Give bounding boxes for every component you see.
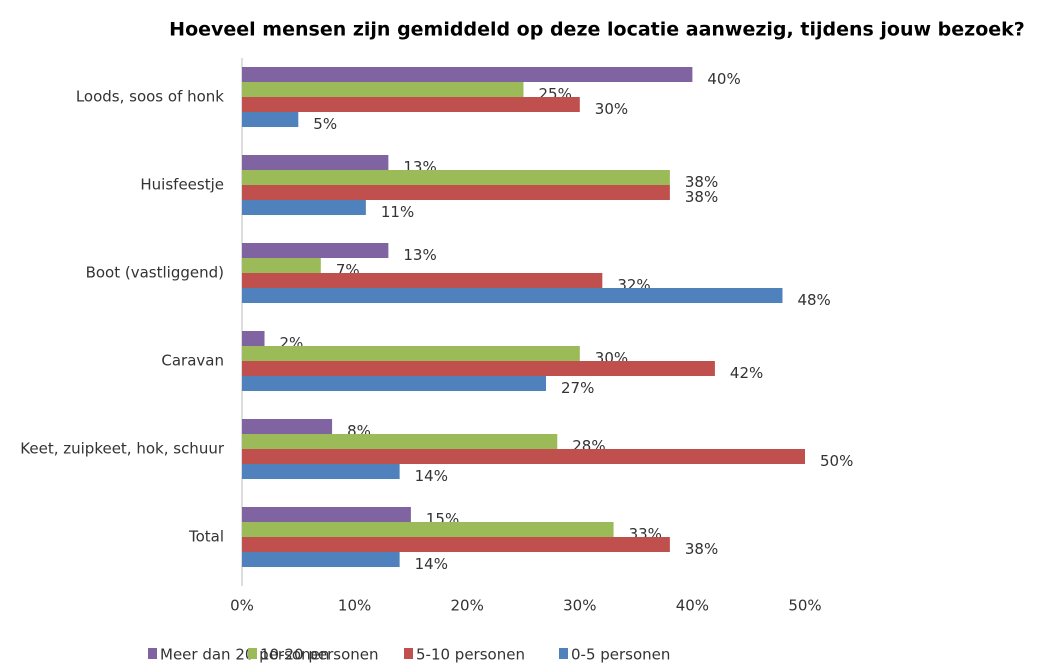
legend-label: 5-10 personen [416,646,525,664]
x-tick-label: 0% [230,597,254,615]
data-label: 38% [685,173,718,191]
data-label: 30% [595,100,628,118]
chart-title: Hoeveel mensen zijn gemiddeld op deze lo… [169,19,1025,41]
y-tick-label: Keet, zuipkeet, hok, schuur [20,440,225,458]
legend-label: 0-5 personen [571,646,670,664]
data-label: 5% [313,115,337,133]
bar [242,200,366,215]
bar [242,419,333,434]
data-label: 50% [820,452,853,470]
bar [242,434,558,449]
bar [242,361,715,376]
x-tick-label: 10% [338,597,371,615]
data-label: 38% [685,540,718,558]
y-tick-label: Caravan [161,352,224,370]
data-label: 40% [707,70,740,88]
data-label: 14% [415,467,448,485]
bar [242,288,783,303]
bar [242,170,670,185]
data-label: 27% [561,379,594,397]
x-tick-label: 30% [563,597,596,615]
x-tick-label: 20% [451,597,484,615]
legend-swatch [404,648,413,659]
x-tick-label: 40% [676,597,709,615]
legend-swatch [148,648,157,659]
data-label: 42% [730,364,763,382]
bar [242,185,670,200]
legend-label: Meer dan 20 personen [160,646,329,664]
bar [242,552,400,567]
bar [242,376,547,391]
bar [242,82,524,97]
data-label: 14% [415,555,448,573]
bar [242,97,580,112]
bar [242,537,670,552]
bar [242,522,614,537]
y-tick-label: Loods, soos of honk [76,88,224,106]
y-tick-label: Boot (vastliggend) [86,264,224,282]
bar [242,464,400,479]
data-label: 13% [403,246,436,264]
y-tick-label: Huisfeestje [140,176,224,194]
y-tick-label: Total [188,528,224,546]
bar [242,331,265,346]
legend-label: 10-20 personen [260,646,379,664]
bar [242,346,580,361]
x-tick-label: 50% [788,597,821,615]
data-label: 38% [685,188,718,206]
bar [242,507,411,522]
bar [242,273,603,288]
legend-swatch [559,648,568,659]
data-label: 11% [381,203,414,221]
bar [242,155,389,170]
data-label: 48% [797,291,830,309]
bar [242,112,299,127]
bar [242,243,389,258]
bar [242,258,321,273]
legend-swatch [248,648,257,659]
bar [242,67,693,82]
bar [242,449,805,464]
